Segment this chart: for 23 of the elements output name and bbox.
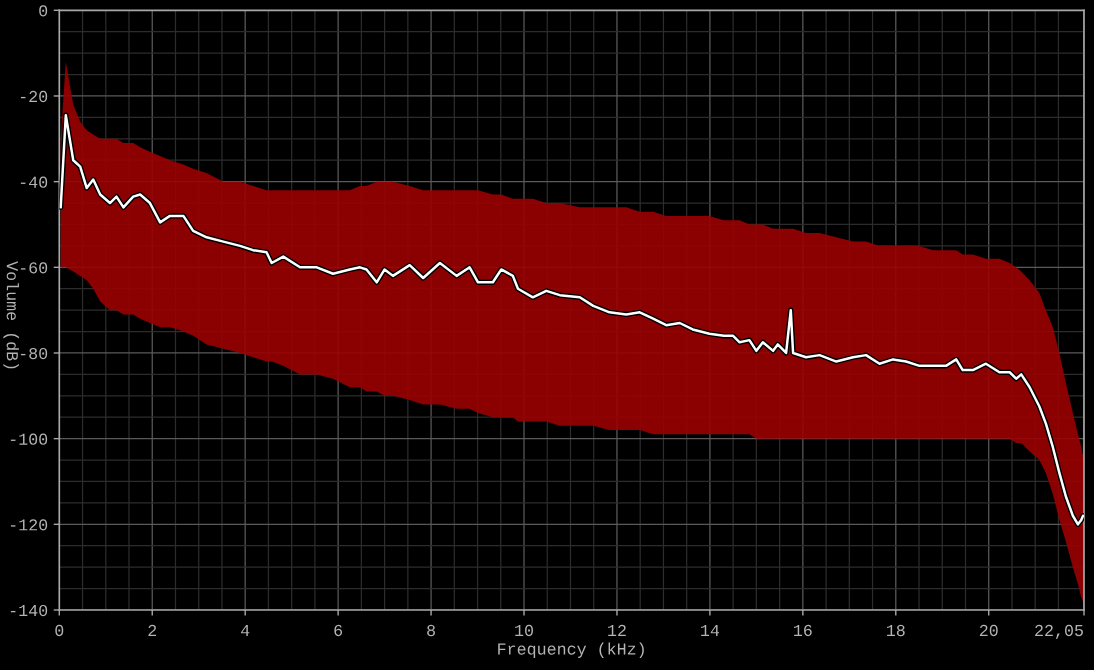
x-tick-label: 16 (794, 624, 812, 637)
x-tick-label: 18 (886, 624, 905, 637)
x-tick-label: 0 (55, 624, 64, 637)
y-tick-label: -100 (10, 433, 48, 445)
y-tick-label: -20 (20, 90, 48, 103)
x-tick-label: 8 (427, 624, 435, 637)
x-tick-label: 6 (334, 624, 343, 637)
y-tick-label: -40 (20, 176, 48, 188)
y-tick-label: -80 (20, 347, 48, 360)
x-tick-label: 12 (608, 624, 626, 636)
x-tick-label: 2 (148, 624, 157, 636)
x-tick-label: 20 (979, 624, 998, 637)
y-tick-label: -140 (10, 604, 48, 617)
y-tick-label: 0 (39, 5, 48, 17)
x-tick-label: 22,05 (1035, 624, 1083, 639)
line-series (59, 112, 1084, 527)
x-tick-label: 4 (241, 624, 250, 636)
x-axis-title: Frequency (kHz) (498, 642, 644, 658)
y-axis-title: Volume (dB) (3, 261, 19, 369)
y-tick-label: -120 (10, 519, 48, 531)
x-tick-label: 10 (515, 624, 533, 637)
y-tick-label: -60 (20, 262, 48, 274)
x-tick-label: 14 (701, 624, 720, 636)
